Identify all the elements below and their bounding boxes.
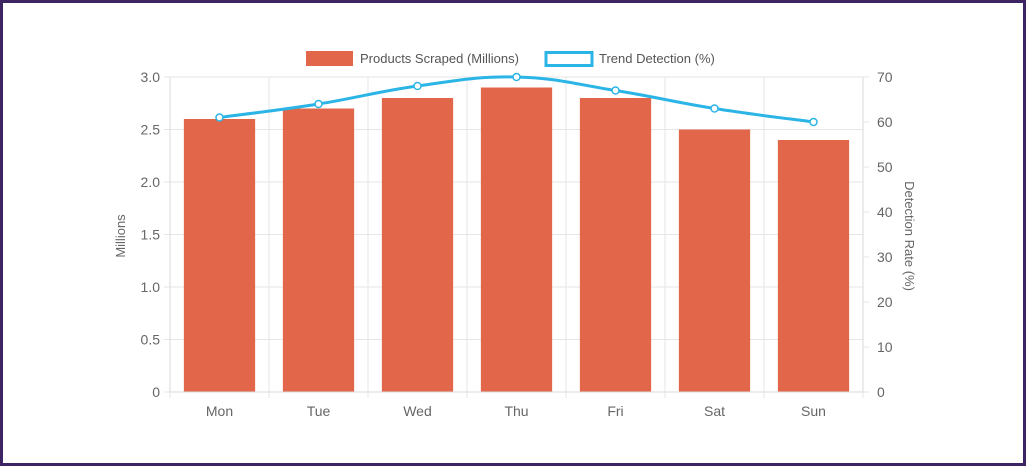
trend-point xyxy=(512,72,521,82)
y-right-tick-label: 40 xyxy=(877,204,893,220)
x-tick-label: Mon xyxy=(206,403,233,419)
legend-swatch-bar xyxy=(306,51,353,66)
trend-point xyxy=(809,117,818,127)
trend-point xyxy=(215,113,224,122)
y-left-tick-label: 2.0 xyxy=(141,174,161,190)
bar xyxy=(282,108,355,392)
y-right-tick-label: 20 xyxy=(877,294,893,310)
y-right-tick-label: 70 xyxy=(877,69,893,85)
legend-label-bar: Products Scraped (Millions) xyxy=(360,51,519,66)
line-series xyxy=(215,72,818,127)
legend-swatch-line xyxy=(544,51,594,67)
bar xyxy=(183,119,256,392)
y-left-tick-label: 3.0 xyxy=(141,69,161,85)
x-tick-label: Sat xyxy=(704,403,725,419)
x-tick-label: Sun xyxy=(801,403,826,419)
x-tick-label: Fri xyxy=(607,403,623,419)
y-right-tick-label: 60 xyxy=(877,114,893,130)
bar xyxy=(480,87,553,392)
bar xyxy=(579,98,652,392)
y-right-tick-label: 10 xyxy=(877,339,893,355)
bar-series xyxy=(183,87,850,392)
bar xyxy=(777,140,850,392)
x-tick-label: Wed xyxy=(403,403,432,419)
y-left-tick-label: 2.5 xyxy=(141,122,161,138)
x-tick-label: Thu xyxy=(504,403,528,419)
y-right-tick-label: 50 xyxy=(877,159,893,175)
y-left-tick-label: 1.5 xyxy=(141,227,161,243)
bar xyxy=(678,129,751,392)
trend-point xyxy=(710,104,719,113)
trend-point xyxy=(413,81,422,91)
legend: Products Scraped (Millions) Trend Detect… xyxy=(306,51,715,67)
y-axis-right-title: Detection Rate (%) xyxy=(902,181,917,291)
axes: 0 0.5 1.0 1.5 2.0 2.5 3.0 0 10 20 30 40 50 60 70 Mon Tue… xyxy=(141,69,893,419)
trend-point xyxy=(314,99,323,109)
y-axis-left-title: Millions xyxy=(113,214,128,258)
x-tick-label: Tue xyxy=(307,403,331,419)
y-left-tick-label: 0.5 xyxy=(141,332,161,348)
y-left-tick-label: 1.0 xyxy=(141,279,161,295)
y-left-tick-label: 0 xyxy=(152,384,160,400)
chart-canvas: 0 0.5 1.0 1.5 2.0 2.5 3.0 0 10 20 30 40 50 60 70 Mon Tue… xyxy=(113,51,917,419)
bar xyxy=(381,98,454,392)
trend-point xyxy=(611,86,620,95)
y-right-tick-label: 30 xyxy=(877,249,893,265)
y-right-tick-label: 0 xyxy=(877,384,885,400)
legend-label-line: Trend Detection (%) xyxy=(599,51,715,66)
